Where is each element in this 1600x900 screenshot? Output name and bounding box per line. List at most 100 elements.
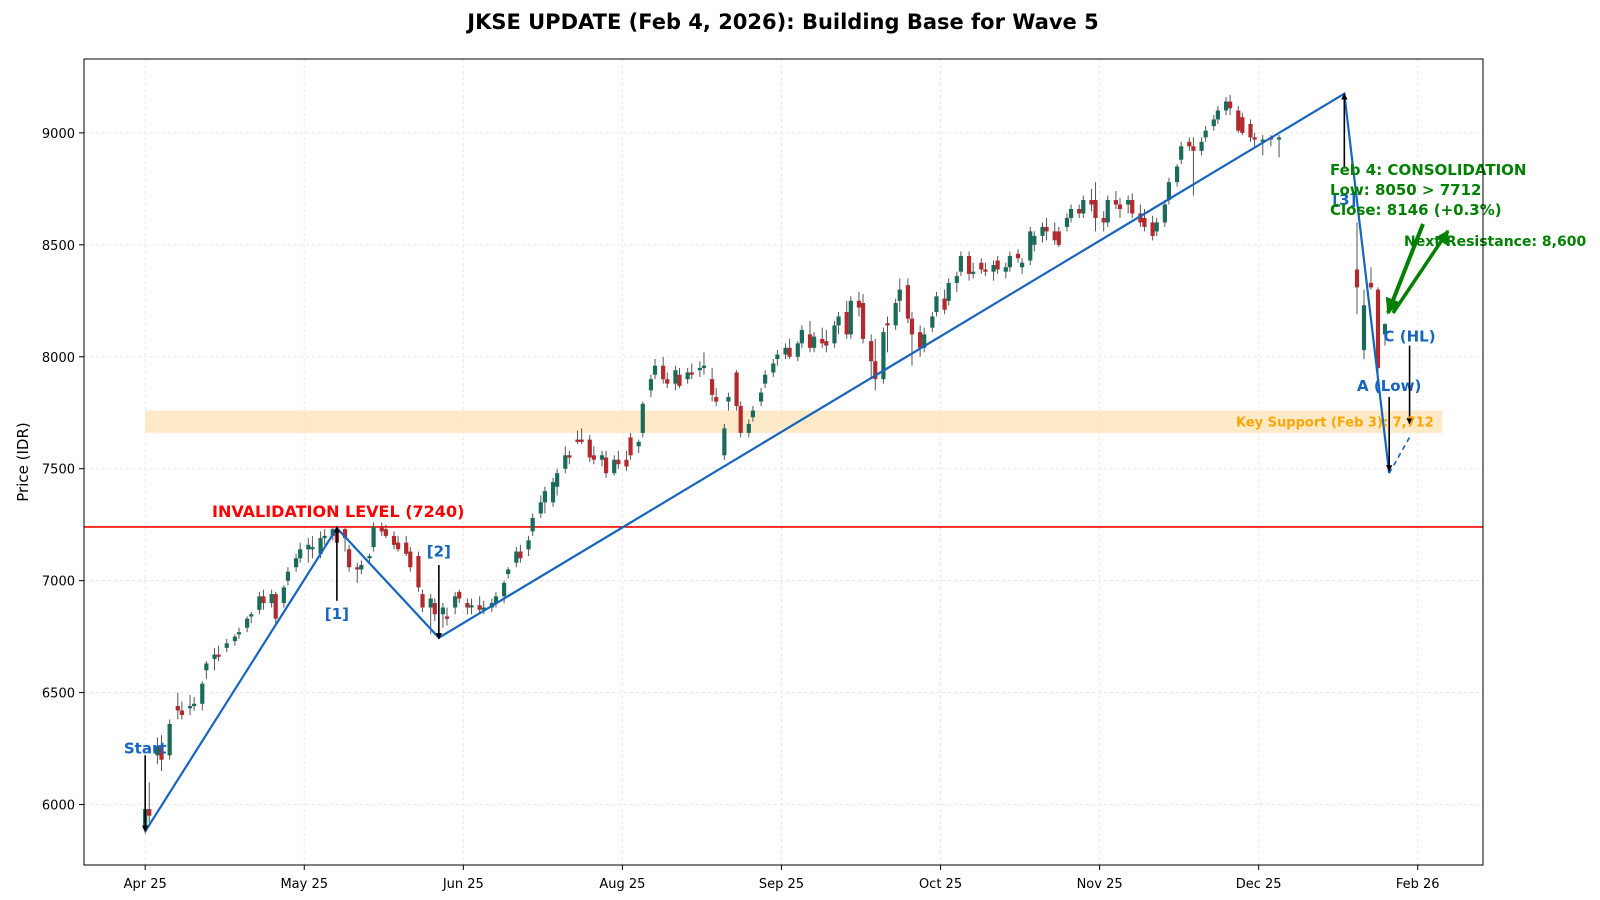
candle-body — [1166, 182, 1172, 201]
candle-body — [1179, 146, 1184, 160]
candle-body — [1236, 110, 1241, 131]
next-resistance-label: Next Resistance: 8,600 — [1404, 234, 1586, 250]
candle-body — [216, 654, 221, 657]
next-resistance-arrow — [1391, 229, 1450, 314]
candle-body — [665, 379, 670, 384]
candle-body — [1276, 137, 1282, 140]
candle-body — [1191, 146, 1196, 151]
candle-body — [383, 529, 388, 536]
candle-body — [710, 379, 715, 395]
candle-body — [232, 636, 238, 642]
y-tick-label: 7500 — [42, 463, 75, 478]
candle-body — [714, 397, 719, 402]
candle-body — [285, 571, 291, 581]
candle-body — [563, 455, 568, 469]
wave-label-text: [1] — [325, 605, 349, 623]
candle-body — [587, 439, 592, 458]
candle-body — [1093, 200, 1098, 218]
candle-body — [807, 334, 813, 348]
candle-body — [187, 706, 193, 709]
candle-body — [347, 549, 352, 568]
candle-body — [811, 336, 817, 348]
candle-body — [261, 596, 266, 604]
candle-body — [1068, 209, 1074, 218]
candle-body — [995, 260, 1000, 270]
consolidation-annotation-line: Feb 4: CONSOLIDATION — [1330, 161, 1526, 179]
candle-body — [416, 556, 421, 588]
candle-body — [661, 365, 666, 380]
consolidation-annotation-line: Low: 8050 > 7712 — [1330, 181, 1481, 199]
candle-body — [795, 343, 800, 357]
candle-body — [848, 300, 853, 335]
candle-body — [306, 544, 311, 550]
consolidation-annotation-line: Close: 8146 (+0.3%) — [1330, 201, 1502, 219]
candle-body — [1174, 166, 1180, 183]
candle-body — [860, 303, 866, 339]
candle-body — [355, 567, 360, 570]
candle-body — [224, 643, 229, 648]
candle-body — [236, 632, 242, 635]
candle-body — [526, 540, 531, 550]
candle-body — [550, 482, 556, 503]
candle-body — [322, 535, 327, 539]
candle-body — [1081, 200, 1086, 214]
candle-body — [1203, 130, 1208, 138]
candle-body — [1199, 141, 1204, 151]
candle-body — [685, 372, 690, 380]
candle-body — [1228, 101, 1233, 109]
x-tick-label: Apr 25 — [124, 877, 167, 892]
candle-body — [257, 596, 262, 610]
candle-body — [440, 607, 446, 615]
candle-body — [404, 542, 409, 554]
candle-body — [1077, 209, 1082, 214]
candle-body — [954, 276, 959, 283]
candle-body — [1142, 217, 1147, 227]
candle-body — [575, 439, 580, 442]
candle-body — [1044, 226, 1049, 232]
candle-body — [579, 439, 584, 442]
candle-body — [697, 367, 702, 371]
candle-body — [824, 341, 829, 346]
candle-body — [428, 598, 433, 608]
candle-body — [1215, 110, 1220, 120]
candle-body — [1020, 262, 1025, 268]
candle-body — [1032, 235, 1037, 245]
y-tick-label: 9000 — [42, 127, 75, 142]
candle-body — [1162, 204, 1167, 223]
y-tick-label: 6500 — [42, 687, 75, 702]
candle-body — [453, 596, 458, 608]
candle-body — [885, 323, 890, 326]
candle-body — [1260, 139, 1265, 142]
x-tick-label: Aug 25 — [599, 877, 645, 892]
candle-body — [1130, 200, 1135, 214]
candle-body — [603, 457, 609, 474]
candle-body — [457, 591, 462, 599]
candle-body — [881, 332, 886, 380]
candle-body — [1101, 217, 1106, 223]
candle-body — [318, 538, 323, 554]
candle-body — [726, 397, 731, 402]
candle-body — [869, 341, 874, 362]
candle-body — [918, 332, 923, 348]
candle-body — [783, 347, 788, 355]
wave-label-text: A (Low) — [1357, 377, 1421, 395]
candle-body — [701, 365, 707, 368]
candle-body — [746, 423, 751, 433]
candle-body — [734, 372, 739, 407]
chart-title: JKSE UPDATE (Feb 4, 2026): Building Base… — [465, 10, 1098, 34]
candle-body — [612, 459, 617, 474]
candle-body — [1007, 256, 1012, 268]
candle-body — [1089, 200, 1094, 205]
candle-body — [591, 455, 596, 460]
candle-body — [555, 473, 560, 487]
candle-body — [652, 365, 658, 375]
wave-label-text: [3] — [1332, 191, 1356, 209]
candle-body — [677, 374, 682, 386]
candle-body — [958, 256, 964, 272]
candle-body — [1154, 222, 1159, 232]
candle-body — [873, 361, 878, 380]
x-tick-label: Nov 25 — [1077, 877, 1123, 892]
recent-candle-body — [1382, 324, 1388, 335]
candle-body — [763, 374, 768, 384]
candle-body — [930, 316, 935, 328]
